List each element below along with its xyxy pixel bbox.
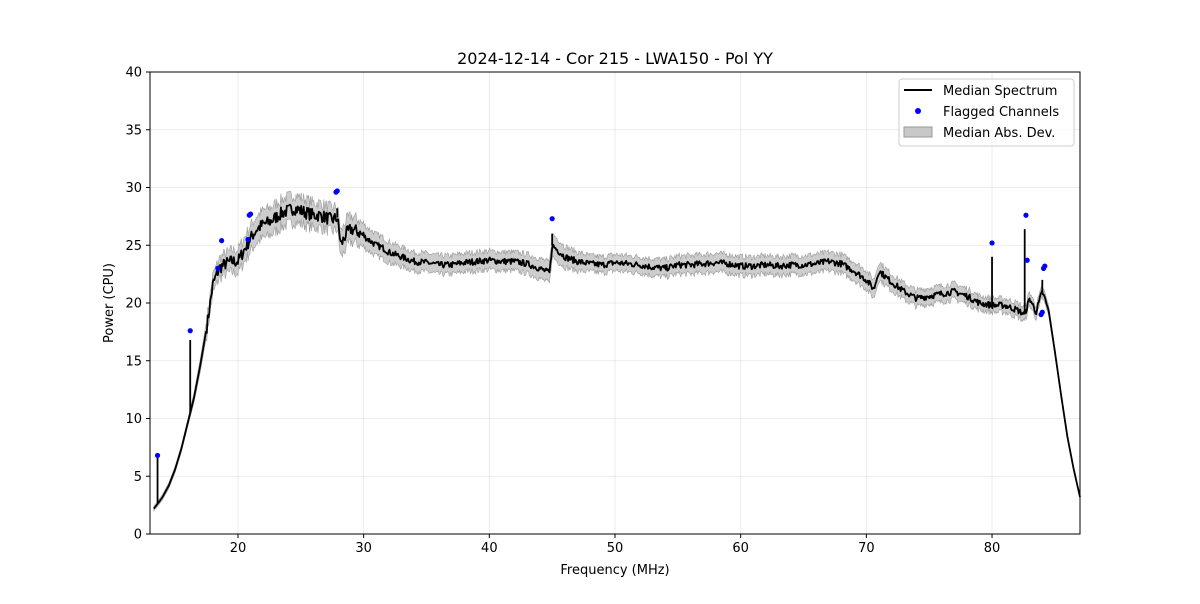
flagged-channel-point [187, 328, 193, 334]
flagged-channel-point [334, 188, 340, 194]
flagged-channel-point [1042, 263, 1048, 269]
x-tick-label: 40 [481, 541, 498, 556]
legend-label-median-spectrum: Median Spectrum [943, 84, 1057, 99]
y-tick-label: 20 [125, 297, 142, 312]
flagged-channel-point [1024, 257, 1030, 263]
y-axis-label: Power (CPU) [102, 263, 117, 343]
flagged-channel-point [247, 211, 254, 217]
x-tick-label: 60 [732, 541, 749, 556]
x-tick-label: 80 [984, 541, 1001, 556]
y-tick-label: 10 [125, 412, 142, 427]
flagged-channel-point [219, 238, 225, 244]
flagged-channels-group [154, 188, 1048, 459]
legend: Median Spectrum Flagged Channels Median … [898, 78, 1075, 147]
y-tick-label: 35 [125, 123, 142, 138]
median-spectrum-group [153, 203, 1081, 510]
x-axis-label: Frequency (MHz) [560, 563, 669, 578]
axis-ticks: 20 30 40 50 60 70 80 0 5 10 15 20 25 30 35 40 [125, 66, 1000, 557]
y-tick-label: 5 [134, 470, 142, 485]
median-spectrum-line [153, 203, 1081, 510]
flagged-channel-point [1039, 309, 1045, 315]
flagged-channel-point [549, 216, 555, 222]
flagged-channel-point [245, 236, 251, 243]
flagged-channel-point [989, 240, 995, 246]
legend-dot-sample [915, 108, 921, 114]
y-tick-label: 15 [125, 354, 142, 369]
x-tick-label: 20 [230, 541, 247, 556]
legend-label-median-abs-dev: Median Abs. Dev. [943, 126, 1055, 141]
y-tick-label: 30 [125, 181, 142, 196]
y-tick-label: 0 [134, 528, 142, 543]
chart-title: 2024-12-14 - Cor 215 - LWA150 - Pol YY [457, 49, 773, 68]
y-tick-label: 25 [125, 239, 142, 254]
legend-band-sample [903, 126, 933, 138]
legend-label-flagged-channels: Flagged Channels [943, 105, 1059, 120]
x-tick-label: 50 [607, 541, 624, 556]
legend-box [898, 78, 1075, 147]
flagged-channel-point [154, 452, 161, 459]
x-tick-label: 70 [858, 541, 875, 556]
y-tick-label: 40 [125, 66, 142, 81]
x-tick-label: 30 [355, 541, 372, 556]
flagged-channel-point [215, 265, 221, 271]
flagged-channel-point [1023, 212, 1029, 218]
